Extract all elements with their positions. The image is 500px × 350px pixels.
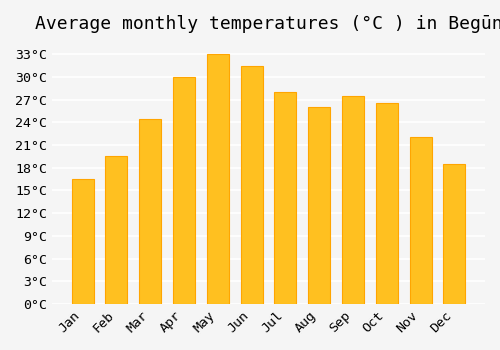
Bar [342,96,364,304]
Bar [72,179,94,304]
Bar [410,138,432,304]
Bar [173,77,195,304]
Title: Average monthly temperatures (°C ) in Begūn: Average monthly temperatures (°C ) in Be… [34,15,500,33]
Bar [444,164,466,304]
Bar [308,107,330,304]
Bar [376,104,398,304]
Bar [274,92,296,304]
Bar [206,54,229,304]
Bar [240,65,262,304]
Bar [106,156,128,304]
Bar [139,119,161,304]
